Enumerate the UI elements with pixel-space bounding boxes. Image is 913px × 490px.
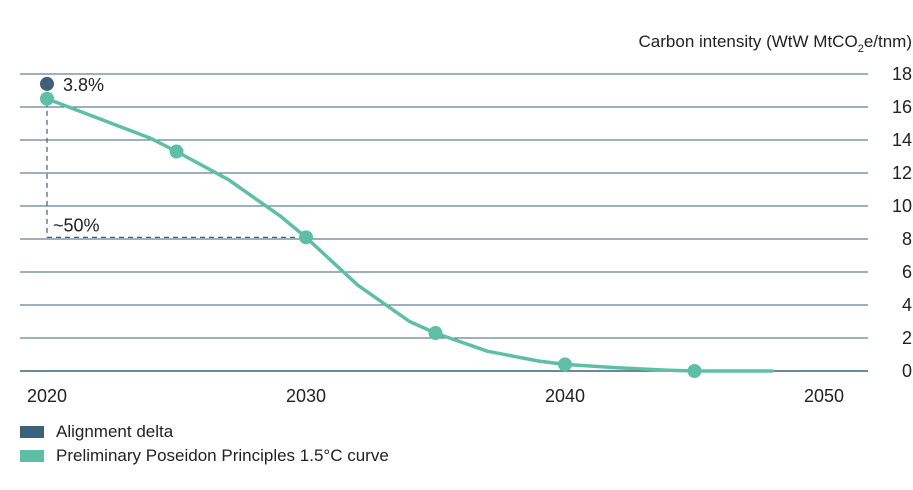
data-point-poseidon-curve [558, 357, 572, 372]
y-tick-label: 16 [892, 97, 912, 117]
y-tick-label: 6 [902, 262, 912, 282]
y-tick-label: 14 [892, 130, 912, 150]
data-point-poseidon-curve [428, 326, 443, 341]
y-axis-ticks: 0 2 4 6 8 10 12 14 16 18 [892, 64, 912, 381]
x-axis-ticks: 2020 2030 2040 2050 [27, 386, 844, 406]
y-tick-label: 18 [892, 64, 912, 84]
y-tick-label: 2 [902, 328, 912, 348]
y-tick-label: 12 [892, 163, 912, 183]
series-markers [40, 76, 702, 378]
legend: Alignment delta Preliminary Poseidon Pri… [20, 420, 389, 468]
legend-item-alignment-delta: Alignment delta [20, 420, 389, 444]
data-point-alignment-delta [40, 76, 54, 91]
x-tick-label: 2020 [27, 386, 67, 406]
annotation-delta-percent: 3.8% [63, 75, 104, 95]
legend-swatch-poseidon-curve [20, 450, 44, 462]
data-point-poseidon-curve [299, 230, 313, 245]
annotation-reduction: ~50% [53, 215, 100, 235]
data-point-poseidon-curve [169, 144, 184, 159]
annotation-guides [46, 83, 306, 238]
legend-swatch-alignment-delta [20, 426, 44, 438]
legend-item-poseidon-curve: Preliminary Poseidon Principles 1.5°C cu… [20, 444, 389, 468]
y-tick-label: 8 [902, 229, 912, 249]
legend-label-poseidon-curve: Preliminary Poseidon Principles 1.5°C cu… [56, 446, 389, 465]
data-point-poseidon-curve [687, 364, 702, 378]
y-axis-title: Carbon intensity (WtW MtCO2e/tnm) [639, 32, 912, 55]
y-tick-label: 10 [892, 196, 912, 216]
legend-label-alignment-delta: Alignment delta [56, 422, 174, 441]
annotations: 3.8% ~50% [53, 75, 104, 235]
y-tick-label: 0 [902, 361, 912, 381]
y-tick-label: 4 [902, 295, 912, 315]
gridlines [20, 73, 868, 372]
x-tick-label: 2040 [545, 386, 585, 406]
x-tick-label: 2030 [286, 386, 326, 406]
x-tick-label: 2050 [804, 386, 844, 406]
data-point-poseidon-curve [40, 91, 54, 106]
